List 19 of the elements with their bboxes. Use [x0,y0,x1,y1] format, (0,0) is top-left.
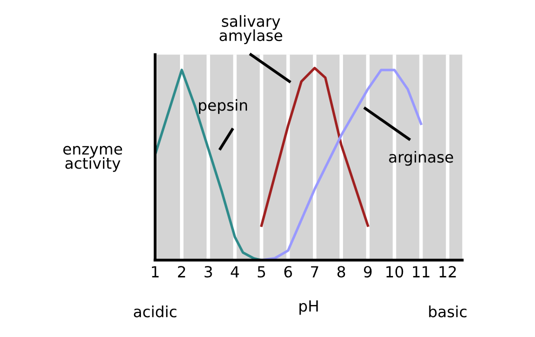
text: salivary amylase [220,15,282,44]
x-tick-label: 8 [337,266,346,278]
x-tick-label: 12 [440,266,456,278]
text: basic [429,306,466,318]
x-tick-label: 3 [204,266,212,278]
x-tick-label: 7 [311,266,318,278]
series-label: pepsin [198,99,247,114]
x-tick-label: 1 [152,266,159,278]
x-axis-title: pH [299,300,318,315]
x-tick-label: 9 [364,266,372,278]
text: arginase [389,150,454,166]
x-tick-label: 2 [178,266,186,278]
x-tick-label: 6 [284,266,292,278]
x-tick-label: 4 [230,266,239,278]
x-tick-label: 10 [386,266,404,278]
x-tick-label: 5 [258,266,266,278]
y-axis-title: enzyme activity [63,146,122,172]
x-tick-label: 11 [412,266,430,278]
text: acidic [134,306,176,318]
